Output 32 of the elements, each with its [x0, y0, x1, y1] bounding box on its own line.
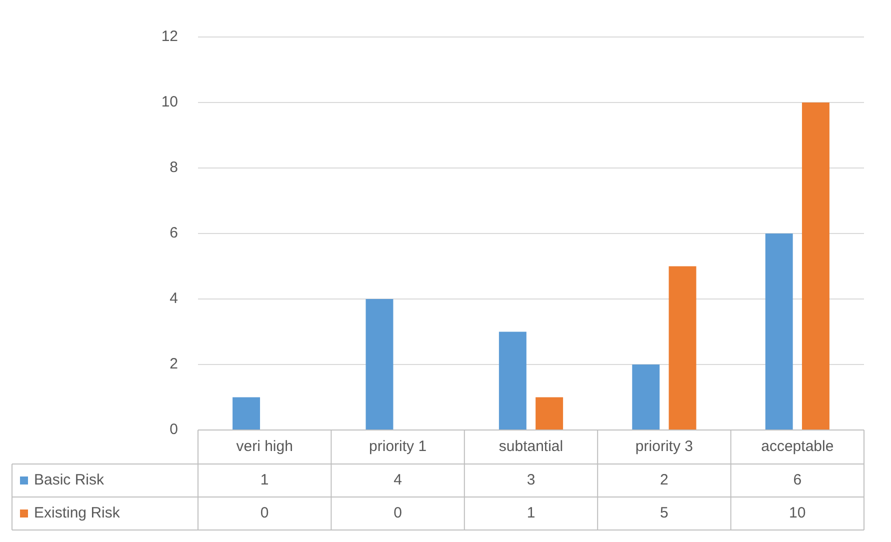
y-tick-label: 2: [170, 356, 178, 373]
x-tick-label: veri high: [236, 438, 293, 456]
data-label: 0: [394, 504, 402, 522]
bar: [366, 299, 394, 430]
data-label: 10: [789, 504, 806, 522]
bar: [802, 102, 830, 430]
data-label: 6: [793, 472, 802, 489]
bar: [536, 397, 564, 430]
bar: [632, 364, 660, 430]
x-tick-label: priority 1: [369, 438, 427, 456]
y-tick-label: 0: [170, 421, 178, 438]
bar: [765, 234, 793, 430]
y-tick-label: 6: [170, 224, 178, 242]
data-label: 1: [526, 504, 536, 522]
y-tick-label: 4: [170, 290, 178, 308]
y-tick-label: 10: [161, 94, 178, 111]
bar: [232, 397, 260, 430]
x-tick-label: acceptable: [761, 438, 834, 456]
legend-label: Basic Risk: [34, 472, 105, 489]
bar: [668, 266, 696, 430]
y-tick-label: 8: [170, 159, 178, 176]
y-tick-label: 12: [161, 28, 178, 46]
x-tick-label: priority 3: [635, 438, 693, 456]
data-label: 5: [660, 504, 668, 522]
data-label: 1: [260, 472, 269, 489]
data-label: 4: [394, 472, 402, 489]
bar: [498, 332, 526, 430]
legend-label: Existing Risk: [34, 504, 120, 522]
data-label: 0: [260, 504, 269, 522]
x-tick-label: subtantial: [498, 438, 564, 456]
data-label: 3: [526, 472, 536, 489]
data-label: 2: [660, 472, 668, 489]
